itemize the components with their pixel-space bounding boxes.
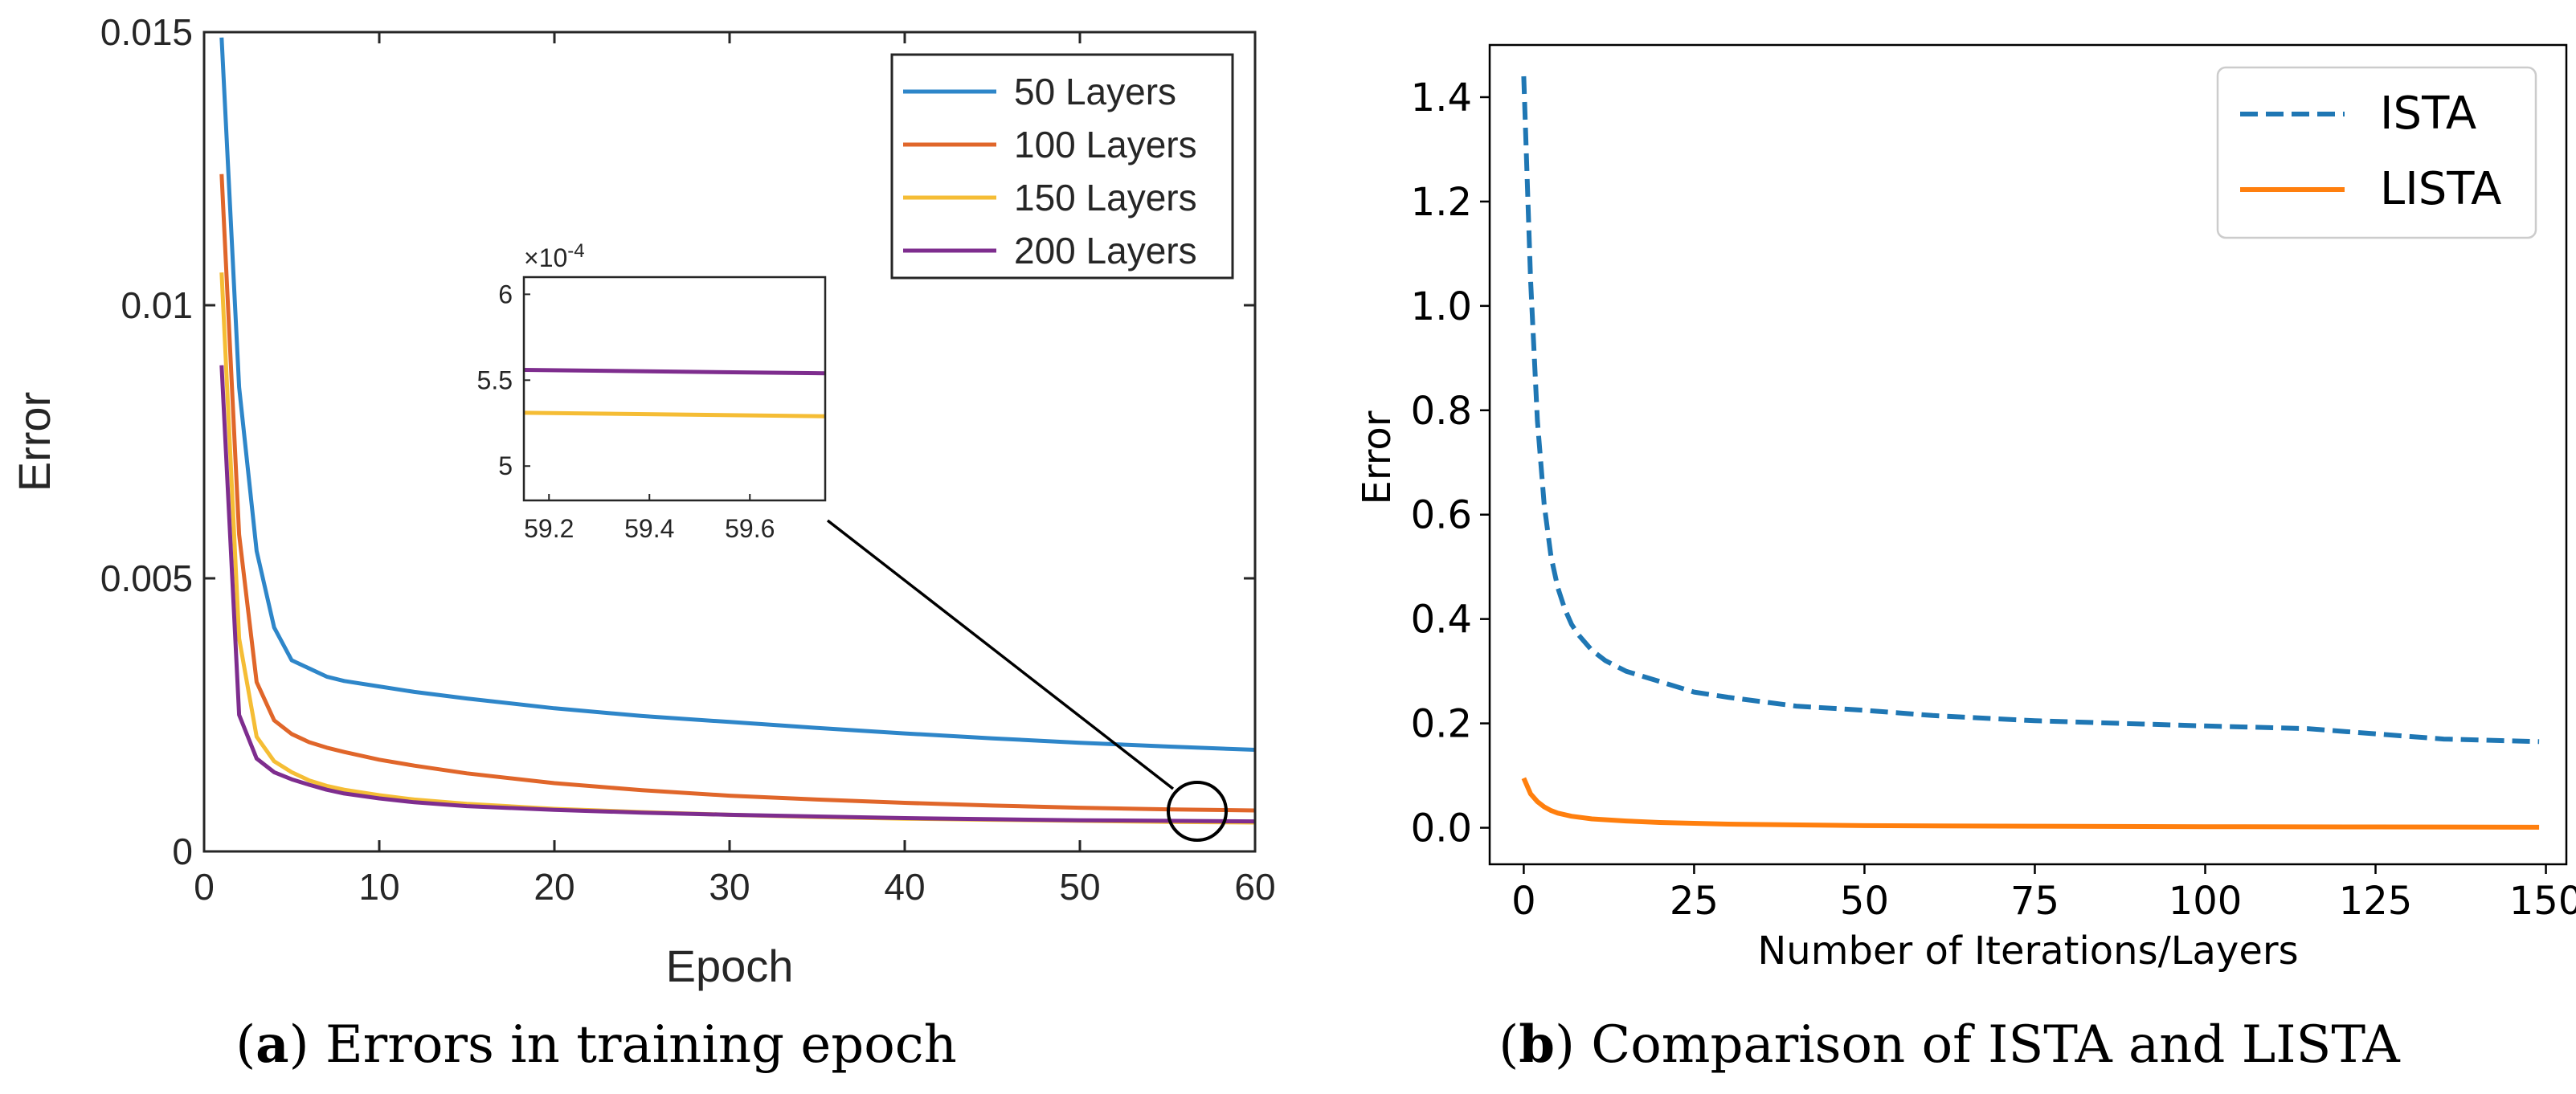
inset-exponent-base: ×10 bbox=[524, 243, 567, 272]
chart-b-y-tick-label: 0.2 bbox=[1411, 702, 1472, 747]
chart-b-y-tick-label: 0.6 bbox=[1411, 493, 1472, 538]
chart-b-legend-box bbox=[2216, 66, 2537, 239]
inset-frame bbox=[522, 276, 827, 502]
chart-b-y-tick-label: 0.0 bbox=[1411, 806, 1472, 851]
inset-ticks bbox=[524, 293, 751, 500]
chart-b-y-tick-label: 0.4 bbox=[1411, 598, 1472, 643]
legend-label-50-layers: 50 Layers bbox=[1014, 71, 1176, 112]
caption-b: (b) Comparison of ISTA and LISTA bbox=[1499, 1014, 2400, 1075]
chart-b-y-tick-labels: 0.0 0.2 0.4 0.6 0.8 1.0 1.2 1.4 bbox=[1411, 76, 1472, 851]
chart-a-y-tick-label: 0 bbox=[172, 831, 193, 872]
legend-label-ista: ISTA bbox=[2380, 88, 2476, 140]
legend-label-100-layers: 100 Layers bbox=[1014, 124, 1197, 165]
chart-b-x-tick-label: 125 bbox=[2339, 879, 2413, 924]
inset-line-200-layers bbox=[523, 368, 826, 376]
inset-exponent-label: ×10-4 bbox=[524, 240, 585, 272]
chart-b-x-tick-labels: 0 25 50 75 100 125 150 bbox=[1511, 879, 2576, 924]
caption-a: (a) Errors in training epoch bbox=[235, 1014, 957, 1075]
chart-b-x-tick-label: 100 bbox=[2169, 879, 2243, 924]
chart-a-y-tick-label: 0.005 bbox=[100, 557, 193, 599]
chart-b-y-tick-label: 1.4 bbox=[1411, 76, 1472, 120]
chart-b: 0 25 50 75 100 125 150 0.0 0.2 0.4 0.6 0.8 1.0 1.2 1.… bbox=[1355, 43, 2576, 974]
zoom-circle-marker bbox=[1167, 781, 1228, 842]
chart-a-y-axis-label: Error bbox=[9, 392, 59, 492]
series-line-100-layers bbox=[219, 173, 1256, 813]
legend-label-lista: LISTA bbox=[2380, 163, 2501, 215]
chart-b-x-tick-label: 150 bbox=[2509, 879, 2576, 924]
chart-a-inset: 59.2 59.4 59.6 55.56 ×10-4 bbox=[477, 240, 827, 543]
inset-x-tick-label: 59.2 bbox=[524, 514, 574, 543]
inset-y-tick-labels: 55.56 bbox=[477, 280, 513, 480]
chart-b-plot-frame bbox=[1488, 43, 2568, 866]
chart-a-legend: 50 Layers 100 Layers 150 Layers 200 Laye… bbox=[890, 53, 1234, 280]
caption-a-letter: a bbox=[256, 1014, 288, 1075]
series-line-lista bbox=[1521, 777, 2540, 830]
caption-b-text: Comparison of ISTA and LISTA bbox=[1575, 1015, 2401, 1075]
legend-label-150-layers: 150 Layers bbox=[1014, 177, 1197, 218]
chart-a-x-tick-label: 30 bbox=[709, 866, 750, 908]
chart-a-x-tick-label: 20 bbox=[534, 866, 574, 908]
chart-b-y-axis-label: Error bbox=[1355, 410, 1400, 504]
series-line-50-layers bbox=[219, 37, 1256, 752]
chart-b-y-tick-label: 0.8 bbox=[1411, 389, 1472, 434]
legend-label-200-layers: 200 Layers bbox=[1014, 230, 1197, 271]
chart-b-legend: ISTA LISTA bbox=[2216, 66, 2537, 239]
inset-y-tick-label: 5.5 bbox=[477, 365, 513, 394]
caption-b-letter: b bbox=[1519, 1014, 1555, 1075]
inset-y-tick-label: 5 bbox=[498, 451, 513, 480]
chart-b-x-tick-label: 75 bbox=[2010, 879, 2059, 924]
chart-b-lines bbox=[1521, 76, 2540, 830]
chart-a-x-tick-label: 40 bbox=[884, 866, 925, 908]
inset-x-tick-label: 59.6 bbox=[725, 514, 775, 543]
inset-x-tick-labels: 59.2 59.4 59.6 bbox=[524, 514, 775, 543]
chart-a-x-tick-label: 0 bbox=[194, 866, 215, 908]
chart-a-x-tick-labels: 0 10 20 30 40 50 60 bbox=[194, 866, 1275, 908]
inset-background bbox=[524, 277, 825, 500]
chart-b-x-tick-label: 25 bbox=[1670, 879, 1719, 924]
series-line-200-layers bbox=[219, 365, 1256, 824]
chart-a-x-tick-label: 60 bbox=[1234, 866, 1275, 908]
chart-b-x-axis-label: Number of Iterations/Layers bbox=[1757, 929, 2298, 974]
chart-b-x-tick-label: 50 bbox=[1840, 879, 1889, 924]
chart-b-x-tick-label: 0 bbox=[1511, 879, 1536, 924]
chart-a-y-tick-label: 0.01 bbox=[121, 284, 193, 326]
chart-a-x-tick-label: 50 bbox=[1059, 866, 1100, 908]
caption-a-text: Errors in training epoch bbox=[309, 1015, 957, 1075]
chart-a-x-tick-label: 10 bbox=[358, 866, 399, 908]
inset-line-150-layers bbox=[523, 410, 826, 418]
inset-y-tick-label: 6 bbox=[498, 280, 513, 308]
inset-lines bbox=[523, 368, 826, 418]
chart-b-y-tick-label: 1.0 bbox=[1411, 284, 1472, 329]
chart-a-y-tick-labels: 0 0.005 0.01 0.015 bbox=[100, 11, 193, 872]
chart-b-y-tick-label: 1.2 bbox=[1411, 180, 1472, 225]
chart-a-y-tick-label: 0.015 bbox=[100, 11, 193, 53]
chart-a: 0 10 20 30 40 50 60 0 0.005 0.01 0.015 Epoch Erro… bbox=[9, 11, 1276, 991]
chart-b-ticks bbox=[1480, 96, 2547, 874]
chart-a-lines bbox=[219, 37, 1256, 825]
zoom-connector-line bbox=[826, 519, 1175, 790]
inset-x-tick-label: 59.4 bbox=[624, 514, 674, 543]
chart-a-ticks bbox=[202, 31, 1257, 853]
chart-a-x-axis-label: Epoch bbox=[666, 941, 794, 991]
series-line-ista bbox=[1521, 76, 2540, 745]
inset-exponent-power: -4 bbox=[567, 240, 584, 262]
